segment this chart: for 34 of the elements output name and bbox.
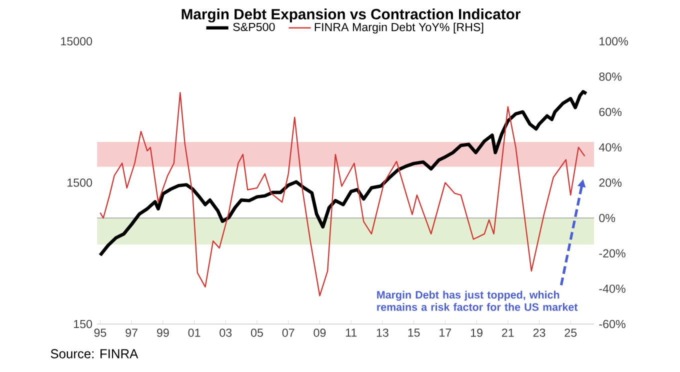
- source-note: Source: FINRA: [50, 349, 138, 358]
- x-tick-label: 19: [470, 328, 482, 337]
- y2-tick-label: 20%: [599, 178, 622, 187]
- y2-tick-label: -40%: [599, 284, 626, 293]
- line-series: [98, 90, 588, 258]
- chart-title: Margin Debt Expansion vs Contraction Indicator: [182, 8, 520, 23]
- y2-tick-label: -20%: [599, 249, 626, 258]
- x-tick-label: 97: [126, 328, 138, 337]
- x-tick-label: 13: [376, 328, 388, 337]
- x-tick-label: 01: [188, 328, 200, 337]
- y-tick-label: 1500: [68, 178, 92, 187]
- y-tick-label: 15000: [61, 37, 92, 46]
- legend-label: FINRA Margin Debt YoY% [RHS]: [314, 22, 484, 34]
- y2-tick-label: 80%: [599, 72, 622, 81]
- x-tick-label: 09: [314, 328, 326, 337]
- annotation: Margin Debt has just topped, which remains a risk factor for the US market: [377, 290, 578, 311]
- x-tick-label: 03: [220, 328, 232, 337]
- x-tick-label: 23: [533, 328, 546, 337]
- x-tick-label: 21: [502, 328, 514, 337]
- x-tick-label: 05: [250, 328, 263, 337]
- x-tick-label: 07: [282, 328, 294, 337]
- y-tick-label: 150: [74, 320, 92, 328]
- y2-tick-label: 40%: [598, 143, 622, 152]
- y2-tick-label: 0%: [599, 214, 616, 222]
- y2-tick-label: 100%: [600, 37, 628, 46]
- x-tick-label: 17: [440, 328, 452, 337]
- x-tick-label: 15: [408, 328, 420, 337]
- y2-tick-label: 60%: [599, 108, 622, 116]
- x-tick-label: 99: [157, 328, 169, 337]
- x-tick-label: 11: [346, 328, 357, 337]
- y2-tick-label: -60%: [599, 320, 626, 328]
- x-tick-label: 95: [94, 328, 106, 337]
- x-tick-label: 25: [564, 328, 577, 337]
- legend-label: S&P500: [233, 22, 275, 32]
